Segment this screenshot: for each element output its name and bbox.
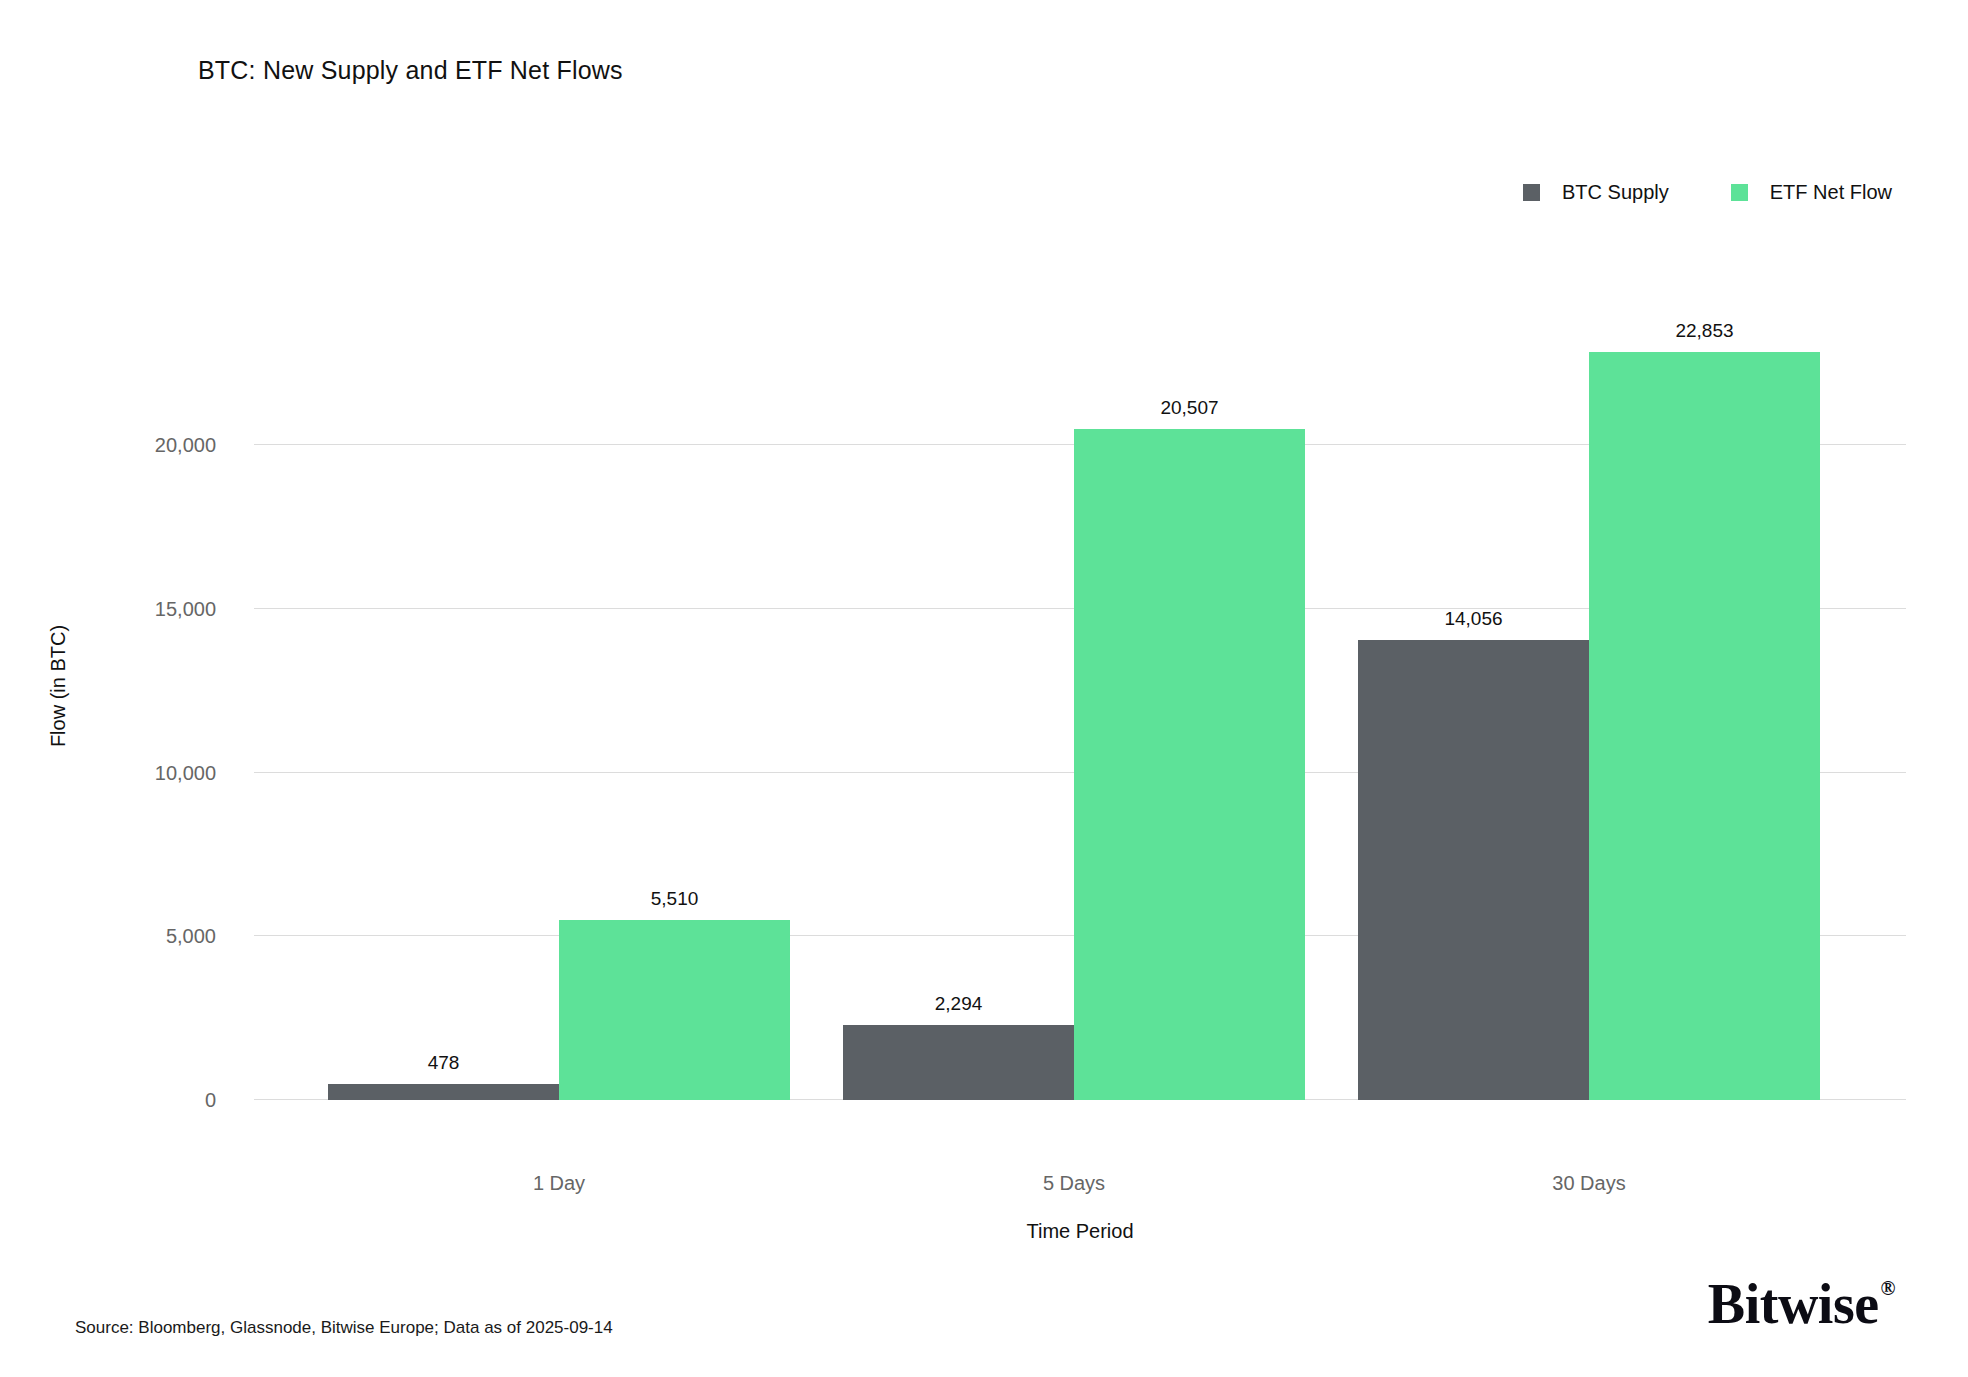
- bar-etf-net-flow-30-days: [1589, 352, 1820, 1100]
- bar-etf-net-flow-1-day: [559, 920, 790, 1100]
- y-tick-label: 15,000: [0, 598, 216, 621]
- bar-value-label-btc-supply-5-days: 2,294: [935, 993, 983, 1015]
- bar-value-label-btc-supply-1-day: 478: [428, 1052, 460, 1074]
- bar-btc-supply-1-day: [328, 1084, 559, 1100]
- y-tick-label: 20,000: [0, 434, 216, 457]
- x-tick-label-5-days: 5 Days: [1043, 1172, 1105, 1195]
- bar-value-label-etf-net-flow-30-days: 22,853: [1675, 320, 1733, 342]
- y-axis-title: Flow (in BTC): [47, 625, 70, 747]
- bar-btc-supply-30-days: [1358, 640, 1589, 1100]
- chart-title: BTC: New Supply and ETF Net Flows: [198, 56, 623, 85]
- legend-swatch-icon: [1523, 184, 1540, 201]
- y-tick-label: 0: [0, 1089, 216, 1112]
- y-tick-label: 10,000: [0, 761, 216, 784]
- plot-area: 4785,5101 Day2,29420,5075 Days14,05622,8…: [254, 200, 1906, 1100]
- x-axis-title: Time Period: [1026, 1220, 1133, 1243]
- source-note: Source: Bloomberg, Glassnode, Bitwise Eu…: [75, 1318, 613, 1338]
- y-tick-label: 5,000: [0, 925, 216, 948]
- bar-value-label-etf-net-flow-5-days: 20,507: [1160, 397, 1218, 419]
- registered-trademark-icon: ®: [1881, 1277, 1895, 1299]
- bar-value-label-btc-supply-30-days: 14,056: [1444, 608, 1502, 630]
- legend-swatch-icon: [1731, 184, 1748, 201]
- chart-page: BTC: New Supply and ETF Net Flows BTC Su…: [0, 0, 1968, 1377]
- bar-etf-net-flow-5-days: [1074, 429, 1305, 1100]
- bar-btc-supply-5-days: [843, 1025, 1074, 1100]
- x-tick-label-1-day: 1 Day: [533, 1172, 585, 1195]
- bitwise-logo: Bitwise®: [1708, 1272, 1895, 1336]
- bar-value-label-etf-net-flow-1-day: 5,510: [651, 888, 699, 910]
- bitwise-logo-text: Bitwise: [1708, 1273, 1879, 1335]
- x-tick-label-30-days: 30 Days: [1552, 1172, 1625, 1195]
